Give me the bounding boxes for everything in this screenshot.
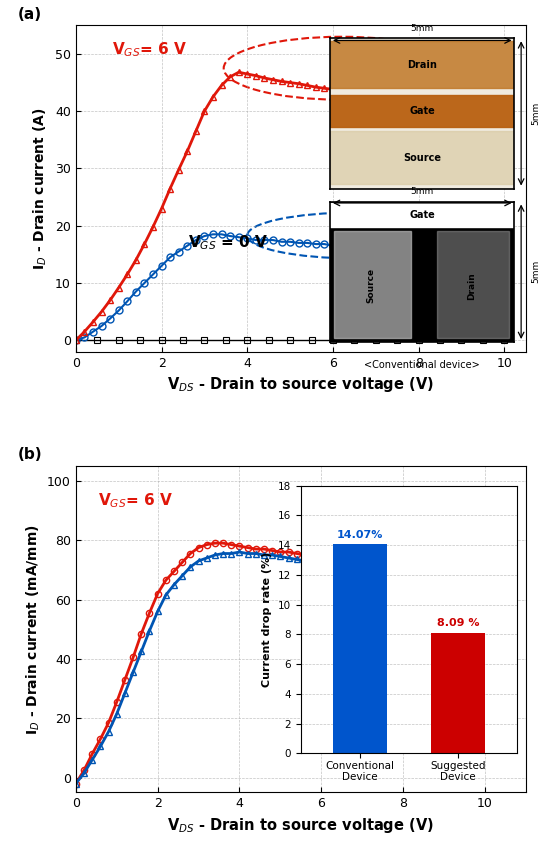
X-axis label: V$_{DS}$ - Drain to source voltage (V): V$_{DS}$ - Drain to source voltage (V): [167, 375, 434, 395]
X-axis label: V$_{DS}$ - Drain to source voltage (V): V$_{DS}$ - Drain to source voltage (V): [167, 816, 434, 835]
Text: V$_{GS}$= 6 V: V$_{GS}$= 6 V: [112, 40, 187, 59]
Text: (b): (b): [17, 448, 42, 463]
Text: V$_{GS}$= 6 V: V$_{GS}$= 6 V: [99, 491, 173, 510]
Y-axis label: I$_D$ - Drain current (A): I$_D$ - Drain current (A): [32, 107, 49, 270]
Text: (a): (a): [17, 7, 42, 22]
Text: V$_{GS}$ = 0 V: V$_{GS}$ = 0 V: [189, 234, 269, 252]
Y-axis label: I$_D$ - Drain current (mA/mm): I$_D$ - Drain current (mA/mm): [24, 524, 42, 735]
